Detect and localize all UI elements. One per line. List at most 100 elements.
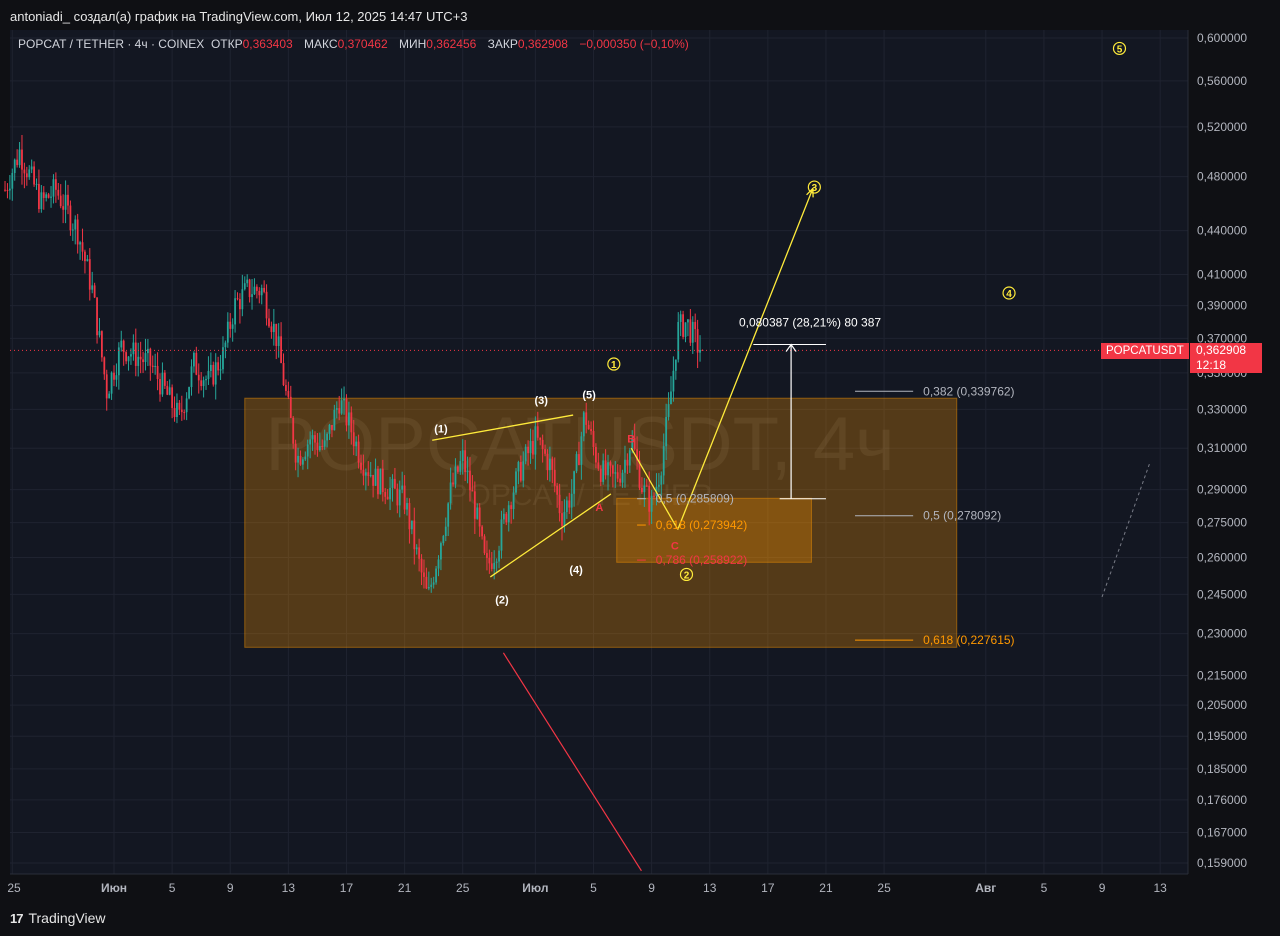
candle-body: [420, 558, 423, 573]
candle-body: [435, 568, 437, 583]
candle-body: [125, 352, 128, 362]
candle-body: [137, 356, 140, 366]
candle-body: [154, 365, 157, 367]
candle-body: [219, 369, 222, 371]
price-tick-label: 0,480000: [1197, 170, 1247, 184]
candle-body: [311, 435, 314, 440]
candle-body: [364, 472, 367, 476]
wave-label-circle: [679, 567, 694, 582]
candle-body: [18, 149, 21, 166]
candle-body: [522, 461, 525, 481]
tradingview-brand[interactable]: 17 TradingView: [10, 910, 106, 926]
wave-label: (4): [569, 565, 583, 577]
candle-body: [394, 478, 396, 489]
wave-label: 1: [611, 360, 617, 371]
candle-body: [609, 462, 612, 466]
candle-body: [57, 189, 60, 196]
candle-body: [418, 547, 421, 559]
wave-line: [432, 414, 574, 441]
candle-body: [573, 471, 576, 494]
candle-body: [224, 342, 227, 348]
candle-body: [214, 362, 217, 385]
time-tick-label: 9: [648, 881, 655, 895]
candle-body: [517, 462, 520, 472]
candle-body: [343, 398, 345, 401]
candle-body: [42, 192, 45, 198]
candle-body: [255, 286, 258, 291]
wave-line: [630, 447, 679, 530]
candle-body: [362, 469, 365, 476]
candle-body: [636, 449, 638, 461]
candle-body: [595, 447, 597, 463]
candle-body: [292, 417, 295, 444]
time-axis[interactable]: 25 Июн 5 9 13 17 21 25 Июл 5 9 13 17 21 25 Авг 5 9 13: [7, 873, 1188, 895]
candle-body: [505, 513, 508, 523]
candle-body: [624, 459, 626, 473]
candle-body: [674, 359, 677, 371]
candle-body: [71, 229, 74, 231]
candle-body: [391, 478, 394, 488]
candle-body: [650, 495, 653, 512]
wave-label-circle: [1002, 286, 1016, 300]
candle-body: [67, 194, 69, 206]
candle-body: [212, 364, 215, 385]
candle-body: [241, 289, 244, 310]
candle-body: [461, 450, 464, 462]
author-line: antoniadi_ создал(а) график на TradingVi…: [10, 9, 468, 24]
price-tick-label: 0,159000: [1197, 856, 1247, 870]
candle-body: [582, 412, 585, 437]
candle-body: [120, 340, 123, 348]
candle-body: [440, 543, 442, 560]
last-price-box: 0,362908 12:18: [1190, 343, 1262, 373]
candle-body: [374, 468, 377, 486]
price-axis[interactable]: 0,600000 0,560000 0,520000 0,480000 0,440000…: [1187, 30, 1247, 874]
candle-body: [483, 536, 486, 554]
price-tick-label: 0,290000: [1197, 483, 1247, 497]
candle-body: [389, 487, 391, 500]
candle-body: [672, 370, 675, 392]
time-tick-label: 21: [398, 881, 412, 895]
price-tick-label: 0,410000: [1197, 268, 1247, 282]
candle-body: [660, 475, 663, 485]
candle-body: [386, 496, 389, 500]
wave-label: (1): [434, 424, 448, 436]
candle-body: [33, 166, 35, 185]
candle-body: [677, 321, 680, 360]
candle-body: [117, 347, 120, 376]
watermark-symbol: POPCATUSDT, 4ч: [265, 402, 894, 487]
candle-body: [318, 446, 321, 451]
candle-body: [367, 472, 370, 476]
candle-body: [30, 166, 33, 170]
wave-label: B: [627, 433, 635, 445]
legend-symbol[interactable]: POPCAT / TETHER · 4ч · COINEX: [18, 37, 205, 51]
candle-body: [585, 412, 588, 425]
legend-open-label: ОТКР: [210, 37, 243, 51]
candle-body: [270, 326, 273, 333]
candle-body: [454, 466, 457, 485]
candle-body: [207, 370, 210, 380]
candle-body: [684, 322, 687, 337]
candle-body: [171, 387, 174, 408]
time-tick-label: 13: [282, 881, 296, 895]
candle-body: [35, 183, 38, 185]
fib-level-label: 0,382 (0,339762): [923, 384, 1014, 398]
candle-body: [621, 472, 624, 483]
candle-body: [556, 485, 559, 495]
candle-body: [568, 500, 571, 508]
candle-body: [590, 429, 592, 432]
candle-body: [260, 287, 263, 296]
candle-body: [546, 453, 549, 471]
candle-body: [151, 365, 154, 367]
candle-body: [323, 440, 326, 447]
candle-body: [81, 242, 84, 252]
candle-body: [464, 450, 467, 473]
candle-body: [202, 380, 205, 387]
candle-body: [277, 336, 280, 347]
candle-body: [599, 468, 602, 482]
candle-body: [679, 314, 682, 322]
wave-label-circle: [607, 357, 621, 371]
candle-body: [541, 439, 544, 450]
time-tick-label: Июн: [101, 881, 127, 895]
price-tick-label: 0,310000: [1197, 441, 1247, 455]
